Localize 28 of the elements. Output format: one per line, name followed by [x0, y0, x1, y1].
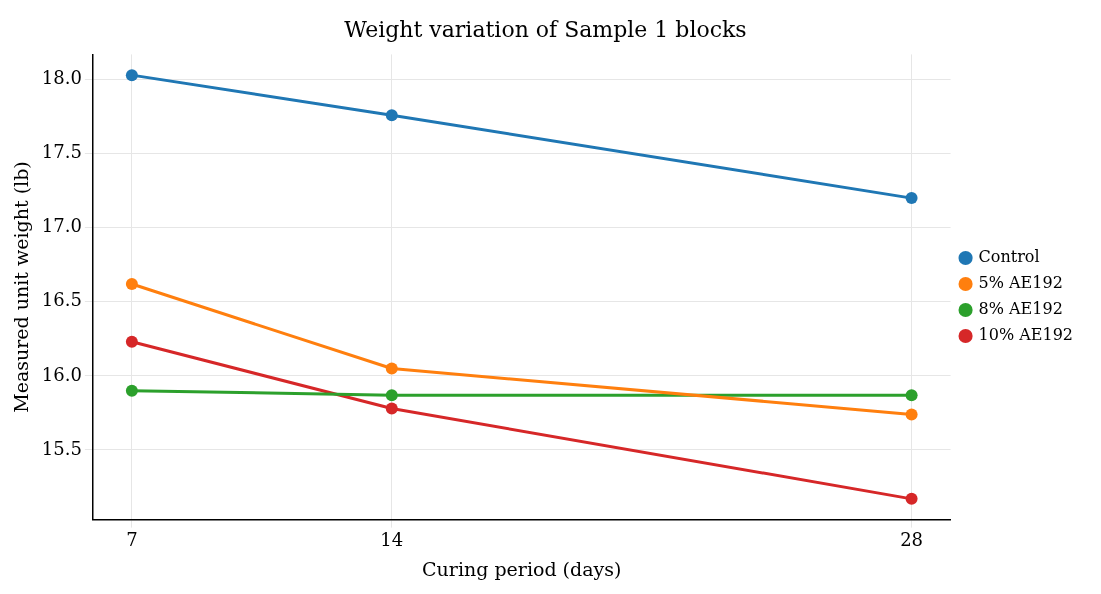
chart-title: Weight variation of Sample 1 blocks	[344, 16, 747, 42]
point	[125, 384, 138, 397]
legend-label: 8% AE192	[978, 299, 1063, 319]
y-tick-label: 18.0	[41, 67, 82, 89]
y-tick-label: 15.5	[41, 437, 82, 459]
y-tick-label: 16.0	[41, 363, 82, 385]
x-tick-label: 28	[900, 529, 924, 551]
legend-label: 10% AE192	[978, 325, 1073, 345]
point	[125, 278, 138, 291]
legend-label: Control	[978, 247, 1040, 267]
point	[905, 408, 918, 421]
point	[905, 192, 918, 205]
point	[385, 402, 398, 415]
point	[905, 492, 918, 505]
point	[385, 389, 398, 402]
point	[385, 109, 398, 122]
y-tick-label: 17.0	[41, 215, 82, 237]
y-axis-title: Measured unit weight (lb)	[10, 161, 33, 413]
x-tick-label: 7	[126, 529, 138, 551]
x-tick-label: 14	[380, 529, 404, 551]
point	[125, 335, 138, 348]
point	[905, 389, 918, 402]
y-tick-label: 16.5	[41, 289, 82, 311]
x-axis-title: Curing period (days)	[422, 557, 622, 580]
point	[385, 362, 398, 375]
y-tick-label: 17.5	[41, 141, 82, 163]
point	[125, 69, 138, 82]
legend-label: 5% AE192	[978, 273, 1063, 293]
